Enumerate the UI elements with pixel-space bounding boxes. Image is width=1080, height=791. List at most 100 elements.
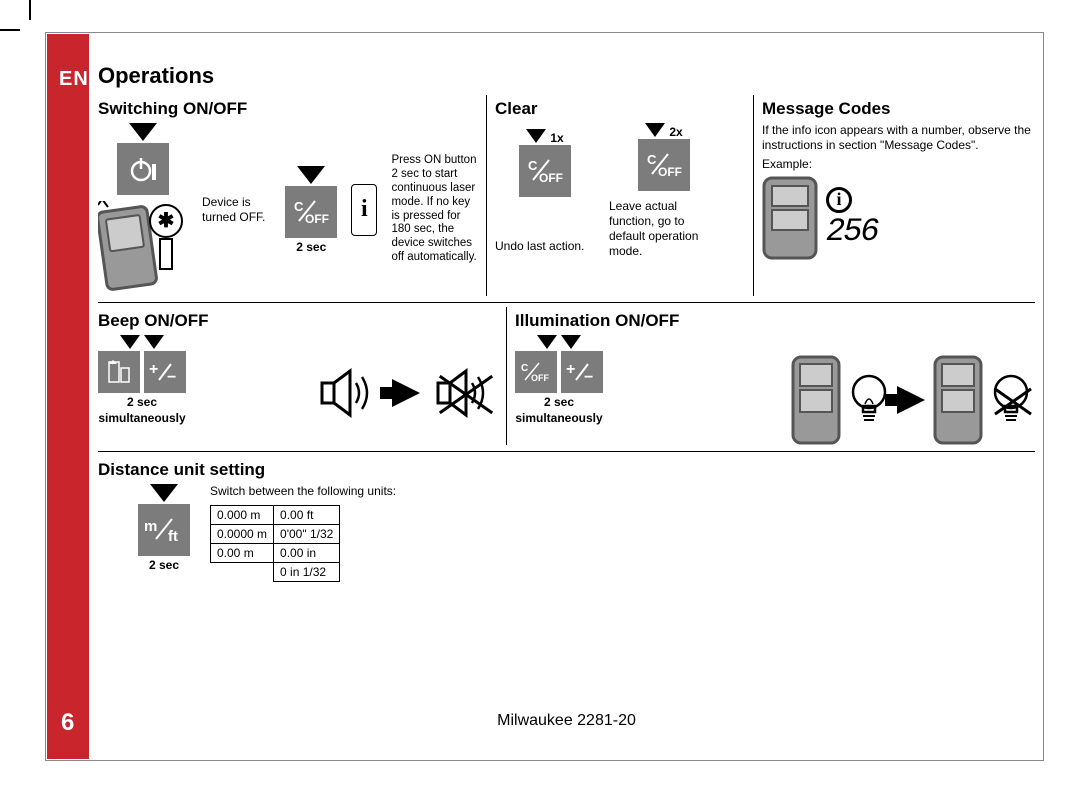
svg-text:−: − — [584, 369, 593, 384]
page-content: Operations Switching ON/OFF — [98, 63, 1035, 750]
svg-text:OFF: OFF — [531, 373, 549, 383]
times-1x: 1x — [550, 131, 563, 145]
svg-text:−: − — [167, 369, 176, 384]
svg-text:C: C — [528, 158, 538, 173]
illum-hold2: simultaneously — [515, 411, 602, 425]
row-bottom: Distance unit setting m ft 2 sec — [98, 456, 1035, 588]
cell: 0.00 m — [211, 544, 274, 563]
power-button — [117, 143, 169, 195]
row-mid: Beep ON/OFF — [98, 307, 1035, 452]
bulb-on-icon — [849, 370, 889, 430]
section-codes: Message Codes If the info icon appears w… — [762, 95, 1035, 296]
crop-mark-horizontal — [0, 29, 20, 31]
codes-desc: If the info icon appears with a number, … — [762, 123, 1035, 153]
page-frame: EN 6 Operations Switching ON/OFF — [45, 32, 1044, 761]
row-top: Switching ON/OFF — [98, 95, 1035, 303]
svg-text:C: C — [521, 363, 528, 374]
section-switching: Switching ON/OFF — [98, 95, 478, 296]
arrow-right-icon — [897, 386, 925, 414]
svg-text:C: C — [647, 152, 657, 167]
heading-switching: Switching ON/OFF — [98, 99, 478, 119]
clear-desc2: Leave actual function, go to default ope… — [609, 199, 719, 259]
coff-button: C OFF — [285, 186, 337, 238]
units-right: Switch between the following units: 0.00… — [210, 484, 396, 582]
arrow-right-icon — [392, 379, 420, 407]
section-units: Distance unit setting m ft 2 sec — [98, 456, 1035, 582]
page-number: 6 — [61, 709, 74, 737]
mft-icon: m ft — [142, 515, 186, 545]
illum-hold: 2 sec — [544, 395, 574, 409]
cell: 0.000 m — [211, 506, 274, 525]
arrow-down-icon — [120, 335, 140, 349]
heading-units: Distance unit setting — [98, 460, 1035, 480]
device-icon — [933, 355, 983, 445]
coff-icon: C OFF — [644, 150, 684, 180]
section-beep: Beep ON/OFF — [98, 307, 498, 445]
language-tag: EN — [59, 68, 89, 91]
switching-desc1: Device is turned OFF. — [202, 195, 271, 225]
coff-1x: 1x C OFF Undo last action. — [495, 129, 595, 254]
units-hold: 2 sec — [149, 558, 179, 572]
svg-text:OFF: OFF — [539, 171, 563, 185]
cell: 0.0000 m — [211, 525, 274, 544]
plus-minus-button: + − — [144, 351, 186, 393]
table-row: 0.0000 m0'00" 1/32 — [211, 525, 340, 544]
speaker-on-icon — [318, 365, 378, 421]
svg-text:+: + — [149, 361, 158, 378]
info-icon: i — [826, 187, 852, 213]
arrow-down-icon — [144, 335, 164, 349]
arrow-down-icon — [561, 335, 581, 349]
divider — [753, 95, 754, 296]
cell: 0'00" 1/32 — [274, 525, 340, 544]
page-title: Operations — [98, 63, 1035, 89]
section-illum: Illumination ON/OFF C OF — [515, 307, 1035, 445]
cell: 0.00 ft — [274, 506, 340, 525]
info-button-icon: i — [351, 184, 377, 236]
svg-text:ft: ft — [168, 528, 178, 545]
plus-minus-icon: + − — [566, 360, 598, 384]
arrow-down-icon — [526, 129, 546, 143]
beep-buttons: + − 2 sec simultaneously — [98, 335, 186, 425]
power-button-diagram: ✱ — [98, 123, 188, 296]
plus-minus-button: + − — [561, 351, 603, 393]
svg-text:m: m — [144, 518, 157, 535]
divider — [506, 307, 507, 445]
cell: 0 in 1/32 — [274, 563, 340, 582]
plus-minus-icon: + − — [149, 360, 181, 384]
bulb-off-icon — [991, 370, 1035, 430]
reference-icon — [105, 358, 133, 386]
svg-text:C: C — [294, 199, 304, 214]
device-icon — [762, 176, 818, 260]
illum-buttons: C OFF + − — [515, 335, 603, 425]
code-example-value: 256 — [826, 213, 878, 250]
units-desc: Switch between the following units: — [210, 484, 396, 499]
beep-hold: 2 sec — [127, 395, 157, 409]
heading-codes: Message Codes — [762, 99, 1035, 119]
coff-icon: C OFF — [519, 360, 553, 384]
arrow-down-icon — [129, 123, 157, 141]
cell: 0.00 in — [274, 544, 340, 563]
hold-2sec: 2 sec — [296, 240, 326, 254]
table-row: 0 in 1/32 — [211, 563, 340, 582]
divider — [486, 95, 487, 296]
arrow-down-icon — [297, 166, 325, 184]
device-icon — [791, 355, 841, 445]
coff-icon: C OFF — [291, 197, 331, 227]
coff-icon: C OFF — [525, 156, 565, 186]
footer-model: Milwaukee 2281-20 — [98, 712, 1035, 730]
heading-illum: Illumination ON/OFF — [515, 311, 1035, 331]
example-label: Example: — [762, 157, 1035, 172]
switching-desc2: Press ON button 2 sec to start continuou… — [391, 154, 478, 264]
clear-desc1: Undo last action. — [495, 239, 595, 254]
arrow-down-icon — [645, 123, 665, 137]
beep-hold2: simultaneously — [98, 411, 185, 425]
units-table: 0.000 m0.00 ft 0.0000 m0'00" 1/32 0.00 m… — [210, 505, 340, 582]
mft-button-group: m ft 2 sec — [138, 484, 190, 572]
crop-mark-vertical — [29, 0, 31, 20]
device-off-illustration: ✱ — [98, 201, 188, 291]
cell — [211, 563, 274, 582]
coff-button-small: C OFF — [515, 351, 557, 393]
coff-button: C OFF — [638, 139, 690, 191]
svg-text:✱: ✱ — [158, 210, 175, 232]
coff-button-1: C OFF 2 sec — [285, 166, 337, 254]
